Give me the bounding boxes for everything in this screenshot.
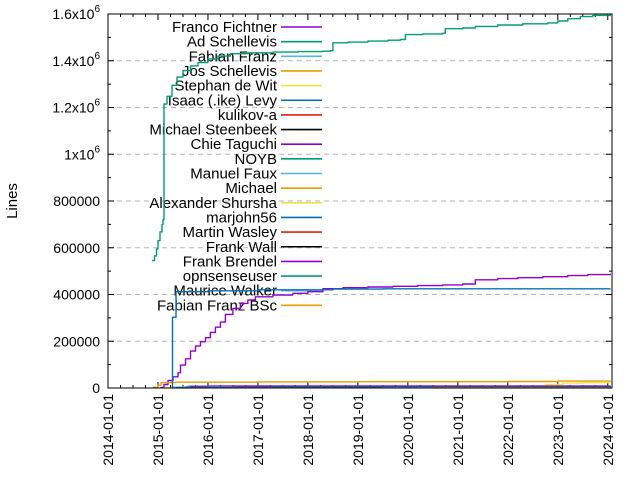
- y-tick-label: 800000: [53, 193, 100, 209]
- legend-entry-label: marjohn56: [206, 209, 277, 226]
- x-tick-label: 2022-01-01: [500, 394, 516, 466]
- x-tick-label: 2020-01-01: [400, 394, 416, 466]
- y-tick-label: 1.6x106: [52, 4, 100, 22]
- y-tick-exponent: 6: [94, 51, 100, 62]
- x-tick-label: 2017-01-01: [250, 394, 266, 466]
- plot-border: [107, 13, 613, 389]
- legend-entry-label: Fabian Franz BSc: [157, 297, 278, 314]
- legend-entry-label: Michael Steenbeek: [149, 122, 277, 139]
- legend-entry-label: Martin Wasley: [183, 224, 278, 241]
- series-line-franco-fichtner: [160, 273, 611, 389]
- series-line-isaac-ike-levy: [171, 288, 611, 389]
- y-tick-label: 200000: [53, 333, 100, 349]
- legend-entry-label: Jos Schellevis: [182, 63, 277, 80]
- legend-entry-label: Chie Taguchi: [191, 136, 277, 153]
- legend-entry-label: Michael: [225, 180, 277, 197]
- y-tick-exponent: 6: [94, 4, 100, 15]
- legend-entry-label: Manuel Faux: [190, 166, 277, 183]
- legend-entry-label: kulikov-a: [218, 107, 278, 124]
- legend-entry-label: opnsenseuser: [183, 268, 277, 285]
- x-tick-label: 2024-01-01: [600, 394, 616, 466]
- legend-entry-label: Ad Schellevis: [187, 34, 277, 51]
- legend-entry-label: Frank Brendel: [183, 253, 277, 270]
- x-tick-label: 2023-01-01: [550, 394, 566, 466]
- legend-entry-label: Stephan de Wit: [174, 78, 277, 95]
- x-tick-label: 2021-01-01: [450, 394, 466, 466]
- x-tick-label: 2016-01-01: [200, 394, 216, 466]
- y-tick-label: 600000: [53, 240, 100, 256]
- legend-entry-label: Franco Fichtner: [172, 19, 277, 36]
- y-tick-label: 400000: [53, 287, 100, 303]
- y-tick-label: 1.4x106: [52, 51, 100, 69]
- y-tick-label: 1x106: [64, 144, 100, 162]
- series-line-ad-schellevis: [152, 14, 611, 262]
- x-tick-label: 2015-01-01: [150, 394, 166, 466]
- y-tick-label: 1.2x106: [52, 98, 100, 116]
- legend-entry-label: Frank Wall: [206, 239, 277, 256]
- legend-entry-label: Alexander Shursha: [149, 195, 277, 212]
- x-tick-label: 2019-01-01: [350, 394, 366, 466]
- y-axis-label: Lines: [4, 183, 21, 219]
- legend-entry-label: NOYB: [234, 151, 277, 168]
- y-tick-label: 0: [92, 380, 100, 396]
- series-line-jos-schellevis: [153, 380, 611, 388]
- x-tick-label: 2014-01-01: [100, 394, 116, 466]
- x-tick-label: 2018-01-01: [300, 394, 316, 466]
- y-tick-exponent: 6: [94, 98, 100, 109]
- y-tick-exponent: 6: [94, 144, 100, 155]
- legend-entry-label: Isaac (.ike) Levy: [168, 92, 278, 109]
